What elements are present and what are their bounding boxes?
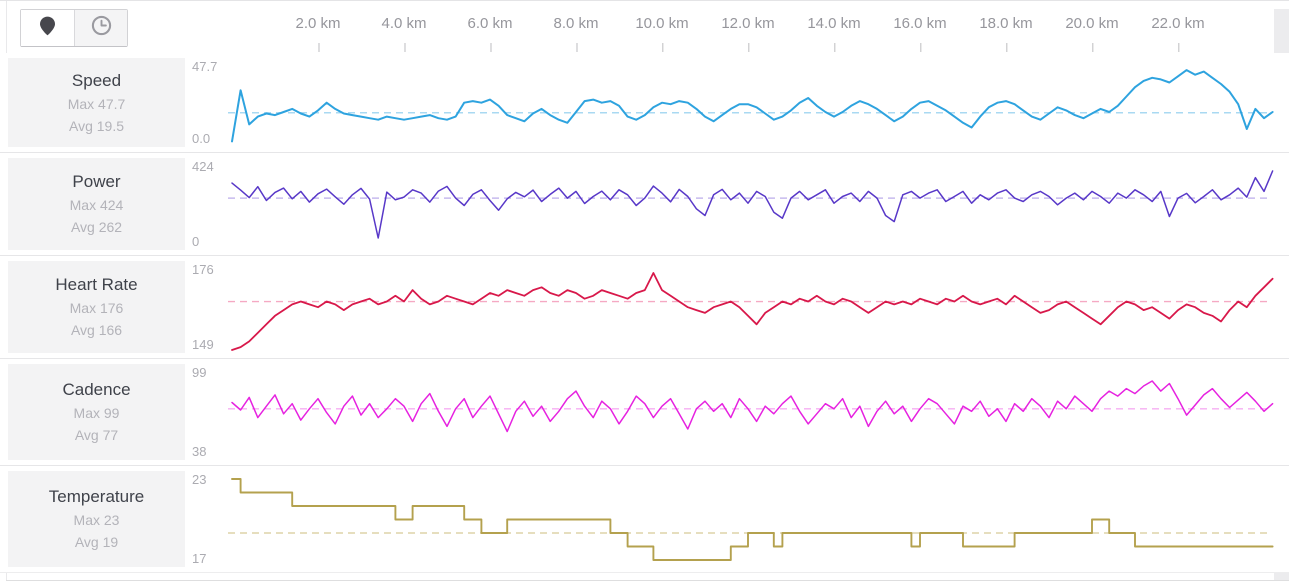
metric-max: Max 23 [73, 512, 120, 528]
y-axis-min-label: 17 [192, 551, 207, 566]
heart-rate-y-axis: 176 149 [185, 256, 228, 358]
y-axis-max-label: 47.7 [192, 59, 218, 74]
axis-tick-label: 2.0 km [295, 15, 341, 32]
metric-max: Max 176 [69, 300, 124, 316]
axis-tick: 18.0 km [979, 1, 1033, 53]
temperature-chart[interactable] [228, 466, 1274, 572]
y-axis-min-label: 0 [192, 234, 200, 249]
chart-header: 2.0 km 4.0 km 6.0 km 8.0 km 10.0 km 12.0 km 14… [0, 1, 1289, 53]
axis-tick: 12.0 km [721, 1, 775, 53]
axis-tick-mark [1177, 43, 1179, 52]
metric-title: Speed [71, 70, 122, 90]
chart-row-temperature: Temperature Max 23 Avg 19 23 17 [0, 466, 1289, 573]
axis-tick: 20.0 km [1065, 1, 1119, 53]
cadence-stats-cell: Cadence Max 99 Avg 77 [8, 364, 185, 460]
metric-max: Max 99 [73, 405, 120, 421]
axis-tick-mark [661, 43, 663, 52]
axis-tick-mark [1091, 43, 1093, 52]
y-axis-max-label: 99 [192, 365, 207, 380]
y-axis-min-label: 38 [192, 444, 207, 459]
axis-tick-label: 18.0 km [979, 15, 1033, 32]
axis-tick-label: 14.0 km [807, 15, 861, 32]
axis-tick: 14.0 km [807, 1, 861, 53]
chart-row-speed: Speed Max 47.7 Avg 19.5 47.7 0.0 [0, 53, 1289, 153]
axis-tick-mark [489, 43, 491, 52]
series-line [231, 272, 1274, 351]
axis-tick-mark [833, 43, 835, 52]
heart-rate-chart[interactable] [228, 256, 1274, 358]
axis-tick-mark [747, 43, 749, 52]
metric-avg: Avg 166 [70, 322, 123, 338]
axis-tick-label: 4.0 km [381, 15, 427, 32]
map-pin-icon [40, 16, 55, 41]
metric-max: Max 47.7 [67, 95, 126, 112]
location-view-button[interactable] [21, 10, 74, 46]
axis-tick-mark [919, 43, 921, 52]
y-axis-max-label: 176 [192, 262, 214, 277]
y-axis-min-label: 149 [192, 337, 214, 352]
speed-stats-cell: Speed Max 47.7 Avg 19.5 [8, 58, 185, 147]
axis-tick: 16.0 km [893, 1, 947, 53]
power-stats-cell: Power Max 424 Avg 262 [8, 158, 185, 250]
axis-tick-label: 6.0 km [467, 15, 513, 32]
axis-tick: 8.0 km [553, 1, 599, 53]
speed-y-axis: 47.7 0.0 [185, 53, 228, 152]
metric-title: Cadence [62, 380, 131, 399]
axis-tick: 22.0 km [1151, 1, 1205, 53]
axis-tick: 6.0 km [467, 1, 513, 53]
metric-avg: Avg 19 [74, 534, 119, 550]
axis-tick-mark [317, 43, 319, 52]
axis-tick: 4.0 km [381, 1, 427, 53]
speed-chart[interactable] [228, 53, 1274, 152]
metric-avg: Avg 77 [74, 427, 119, 443]
axis-tick-label: 22.0 km [1151, 15, 1205, 32]
chart-row-power: Power Max 424 Avg 262 424 0 [0, 153, 1289, 256]
temperature-stats-cell: Temperature Max 23 Avg 19 [8, 471, 185, 567]
series-line [231, 380, 1274, 433]
y-axis-max-label: 23 [192, 472, 207, 487]
view-toggle-group [20, 9, 128, 47]
axis-tick-mark [1005, 43, 1007, 52]
axis-tick-label: 20.0 km [1065, 15, 1119, 32]
heart-rate-stats-cell: Heart Rate Max 176 Avg 166 [8, 261, 185, 353]
y-axis-max-label: 424 [192, 159, 214, 174]
metric-title: Power [72, 172, 121, 191]
axis-tick: 2.0 km [295, 1, 341, 53]
axis-tick-label: 12.0 km [721, 15, 775, 32]
temperature-y-axis: 23 17 [185, 466, 228, 572]
panel-bottom-border [6, 580, 1289, 581]
chart-row-heart-rate: Heart Rate Max 176 Avg 166 176 149 [0, 256, 1289, 359]
axis-tick-label: 16.0 km [893, 15, 947, 32]
axis-tick-mark [575, 43, 577, 52]
metric-title: Temperature [48, 487, 145, 506]
power-chart[interactable] [228, 153, 1274, 255]
metric-max: Max 424 [69, 197, 124, 213]
axis-tick-label: 8.0 km [553, 15, 599, 32]
series-line [231, 478, 1274, 561]
cadence-y-axis: 99 38 [185, 359, 228, 465]
time-view-button[interactable] [74, 10, 127, 46]
metric-title: Heart Rate [55, 275, 138, 294]
cadence-chart[interactable] [228, 359, 1274, 465]
power-y-axis: 424 0 [185, 153, 228, 255]
series-line [231, 69, 1274, 143]
metric-avg: Avg 262 [70, 219, 123, 235]
chart-row-cadence: Cadence Max 99 Avg 77 99 38 [0, 359, 1289, 466]
metric-avg: Avg 19.5 [68, 117, 124, 134]
clock-icon [91, 15, 112, 41]
axis-tick: 10.0 km [635, 1, 689, 53]
series-line [231, 170, 1274, 239]
y-axis-min-label: 0.0 [192, 131, 211, 146]
axis-tick-mark [403, 43, 405, 52]
distance-axis: 2.0 km 4.0 km 6.0 km 8.0 km 10.0 km 12.0 km 14… [228, 1, 1272, 53]
axis-tick-label: 10.0 km [635, 15, 689, 32]
